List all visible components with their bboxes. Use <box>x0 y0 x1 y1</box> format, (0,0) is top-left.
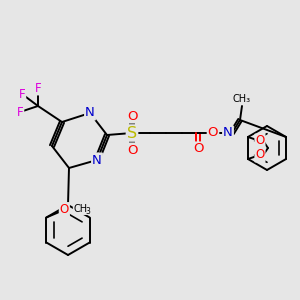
Text: N: N <box>92 154 102 166</box>
Text: O: O <box>255 134 265 148</box>
Text: N: N <box>85 106 95 119</box>
Text: CH₃: CH₃ <box>233 94 251 104</box>
Text: CH: CH <box>73 205 88 214</box>
Text: N: N <box>223 127 233 140</box>
Text: F: F <box>17 106 23 118</box>
Text: 3: 3 <box>85 207 90 216</box>
Text: O: O <box>127 143 137 157</box>
Text: O: O <box>208 127 218 140</box>
Text: F: F <box>35 82 41 94</box>
Text: S: S <box>127 125 137 140</box>
Text: F: F <box>19 88 25 100</box>
Text: O: O <box>193 142 203 155</box>
Text: O: O <box>60 203 69 216</box>
Text: O: O <box>127 110 137 122</box>
Text: O: O <box>255 148 265 161</box>
